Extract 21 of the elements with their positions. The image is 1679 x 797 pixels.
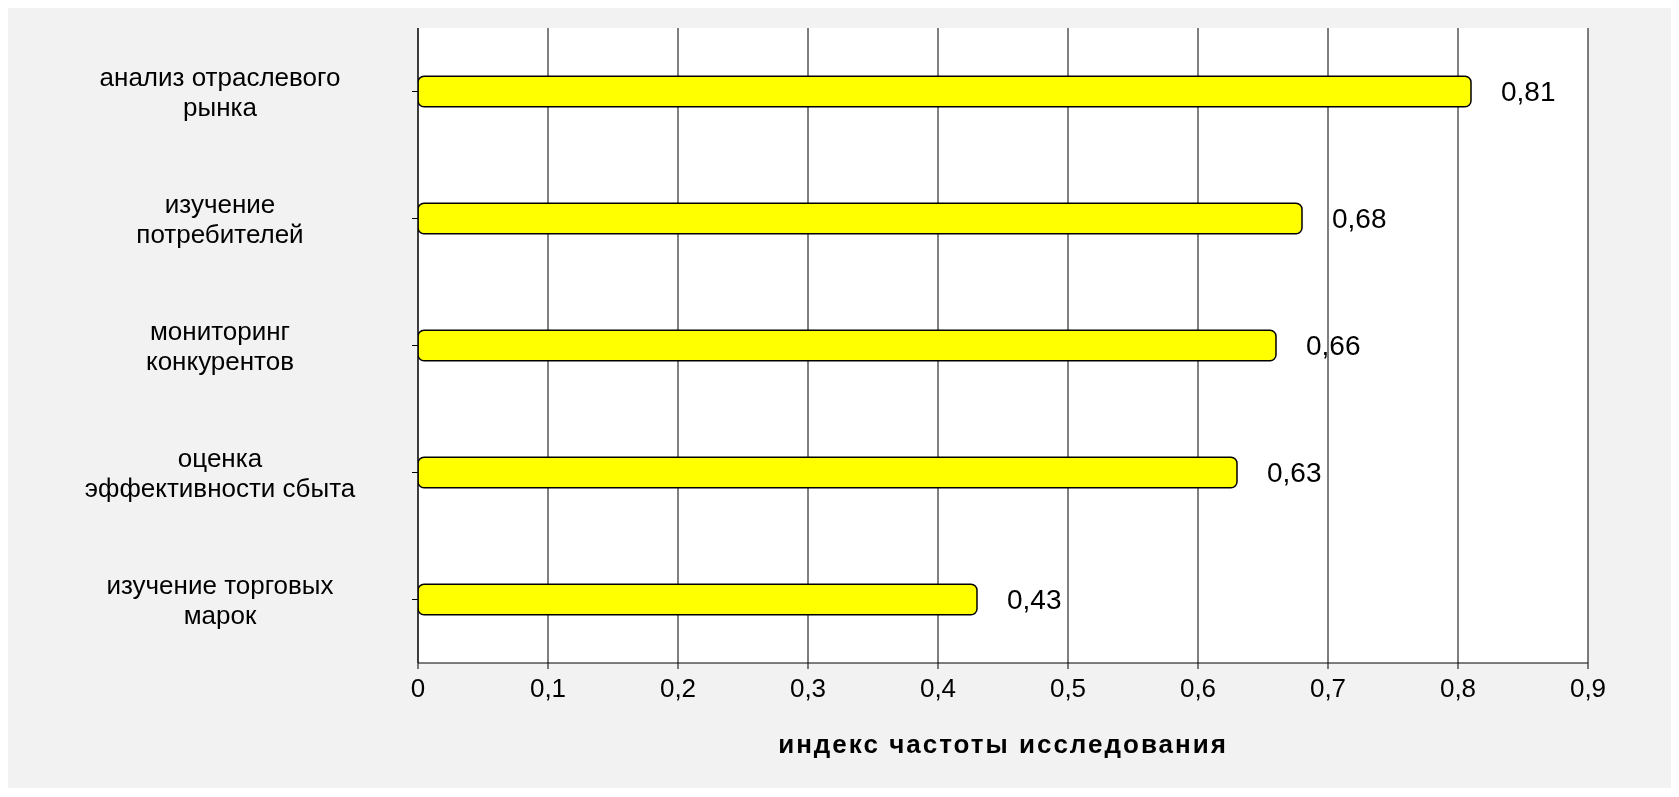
- x-tick-label: 0,1: [529, 673, 567, 704]
- y-tick-label: изучение потребителей: [136, 188, 304, 249]
- x-tick-label: 0,4: [919, 673, 957, 704]
- x-tick-label: 0: [410, 673, 426, 704]
- y-tick-label: оценка эффективности сбыта: [84, 442, 356, 503]
- x-tick-label: 0,3: [789, 673, 827, 704]
- data-label: 0,43: [1007, 584, 1062, 616]
- data-label: 0,81: [1501, 76, 1556, 108]
- data-label: 0,66: [1306, 330, 1361, 362]
- x-tick-label: 0,7: [1309, 673, 1347, 704]
- y-tick-label: мониторинг конкурентов: [145, 315, 295, 376]
- data-label: 0,68: [1332, 203, 1387, 235]
- x-tick-label: 0,8: [1439, 673, 1477, 704]
- data-label: 0,63: [1267, 457, 1322, 489]
- x-tick-label: 0,2: [659, 673, 697, 704]
- y-tick-label: анализ отраслевого рынка: [99, 61, 341, 122]
- x-tick-label: 0,5: [1049, 673, 1087, 704]
- x-axis-title: индекс частоты исследования: [778, 729, 1228, 759]
- x-tick-label: 0,9: [1569, 673, 1607, 704]
- y-tick-label: изучение торговых марок: [106, 569, 334, 630]
- x-tick-label: 0,6: [1179, 673, 1217, 704]
